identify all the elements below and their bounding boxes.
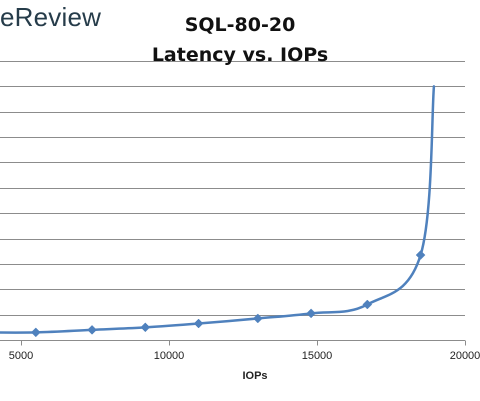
chart-title: SQL-80-20	[184, 14, 296, 36]
x-axis-label: IOPs	[242, 370, 268, 382]
grid-layer	[0, 61, 465, 316]
series-layer	[0, 85, 436, 338]
data-point-0-8	[415, 250, 426, 260]
tick-label-layer: 5000 10000 15000 20000	[9, 350, 480, 362]
watermark: eReview	[0, 2, 102, 32]
x-tick-label-2: 15000	[302, 350, 333, 362]
x-tick-label-0: 5000	[9, 350, 33, 362]
data-point-0-4	[193, 318, 204, 329]
chart-subtitle: Latency vs. IOPs	[151, 44, 329, 66]
x-tick-label-1: 10000	[154, 350, 185, 362]
data-point-0-5	[252, 313, 263, 324]
data-point-0-2	[87, 325, 97, 335]
data-point-0-1	[30, 327, 41, 338]
x-tick-label-3: 20000	[450, 350, 480, 362]
data-point-0-6	[306, 308, 316, 319]
data-point-0-3	[140, 322, 151, 333]
axis-layer	[0, 340, 466, 346]
series-line-0	[0, 85, 436, 334]
data-point-0-7	[362, 299, 373, 310]
